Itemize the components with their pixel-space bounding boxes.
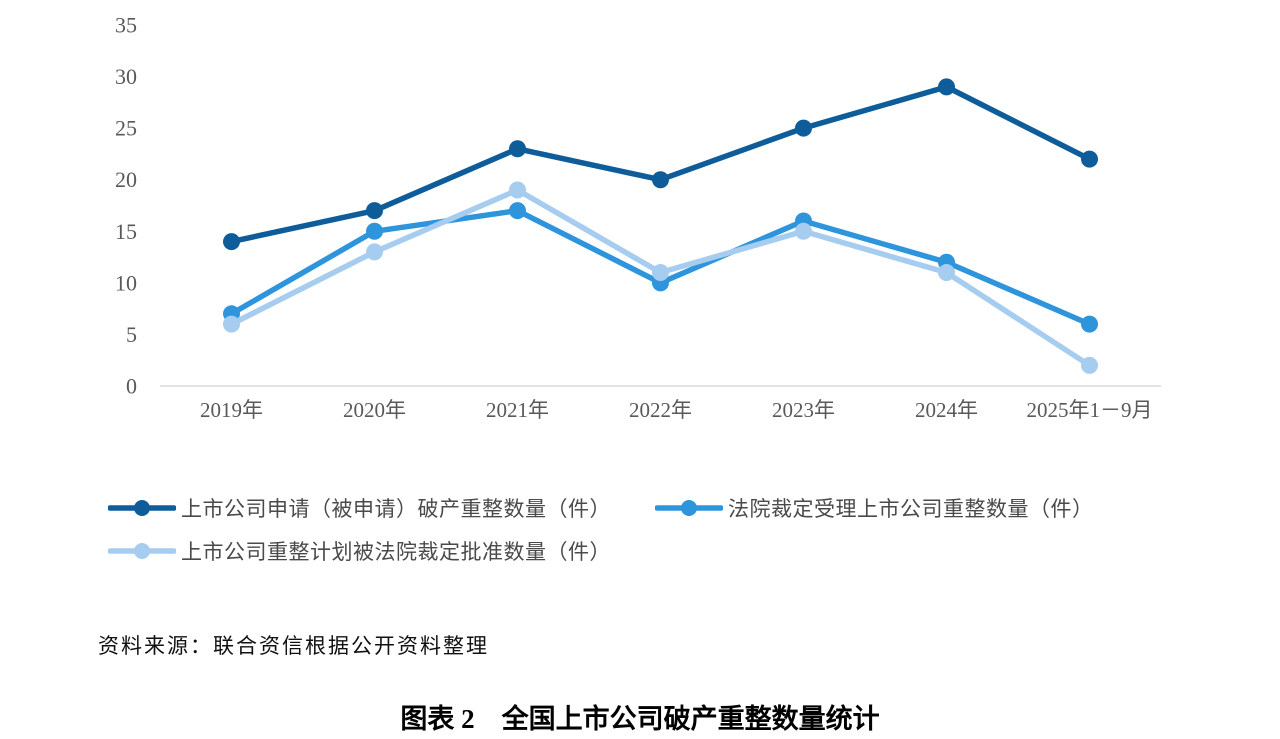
data-point xyxy=(795,222,812,240)
data-point xyxy=(652,171,669,189)
figure-caption: 图表 2 全国上市公司破产重整数量统计 xyxy=(400,704,880,734)
chart-legend: 上市公司申请（被申请）破产重整数量（件） 法院裁定受理上市公司重整数量（件） 上市公… xyxy=(0,0,1280,564)
data-point xyxy=(795,119,812,137)
data-point xyxy=(223,315,240,333)
x-axis-label: 2022年 xyxy=(629,398,692,422)
legend-item-0: 上市公司申请（被申请）破产重整数量（件） xyxy=(108,493,611,523)
legend-label: 法院裁定受理上市公司重整数量（件） xyxy=(728,497,1094,521)
legend-line-marker-icon xyxy=(108,543,176,559)
data-point xyxy=(509,202,526,220)
x-axis-label: 2020年 xyxy=(343,398,406,422)
line-chart: 0 5 10 15 20 25 30 35 2019年 2020年 2021年 2022年 2023年 2… xyxy=(115,13,1161,422)
y-tick-label: 30 xyxy=(115,64,137,89)
y-tick-label: 20 xyxy=(115,167,137,192)
legend-item-2: 上市公司重整计划被法院裁定批准数量（件） xyxy=(108,536,611,566)
legend-item-1: 法院裁定受理上市公司重整数量（件） xyxy=(655,493,1094,523)
data-point xyxy=(366,243,383,261)
x-axis-label: 2024年 xyxy=(915,398,978,422)
data-point xyxy=(223,233,240,251)
series-2 xyxy=(223,181,1098,374)
data-point xyxy=(366,202,383,220)
x-axis-label: 2021年 xyxy=(486,398,549,422)
y-tick-label: 15 xyxy=(115,219,137,244)
data-point xyxy=(1081,356,1098,374)
data-point xyxy=(938,264,955,282)
x-axis-label: 2019年 xyxy=(200,398,263,422)
data-point xyxy=(1081,315,1098,333)
data-point xyxy=(652,264,669,282)
data-point xyxy=(509,140,526,158)
legend-label: 上市公司申请（被申请）破产重整数量（件） xyxy=(181,497,611,521)
y-tick-label: 25 xyxy=(115,116,137,141)
legend-label: 上市公司重整计划被法院裁定批准数量（件） xyxy=(181,540,611,564)
y-tick-label: 35 xyxy=(115,13,137,38)
data-point xyxy=(366,222,383,240)
y-tick-label: 0 xyxy=(126,374,137,399)
data-point xyxy=(509,181,526,199)
y-tick-label: 10 xyxy=(115,270,137,295)
data-point xyxy=(1081,150,1098,168)
series-0 xyxy=(223,78,1098,251)
data-point xyxy=(938,78,955,96)
legend-line-marker-icon xyxy=(108,500,176,516)
source-note: 资料来源：联合资信根据公开资料整理 xyxy=(98,634,489,658)
x-axis-label: 2023年 xyxy=(772,398,835,422)
y-tick-label: 5 xyxy=(126,322,137,347)
legend-line-marker-icon xyxy=(655,500,723,516)
x-axis-label: 2025年1－9月 xyxy=(1027,398,1153,422)
